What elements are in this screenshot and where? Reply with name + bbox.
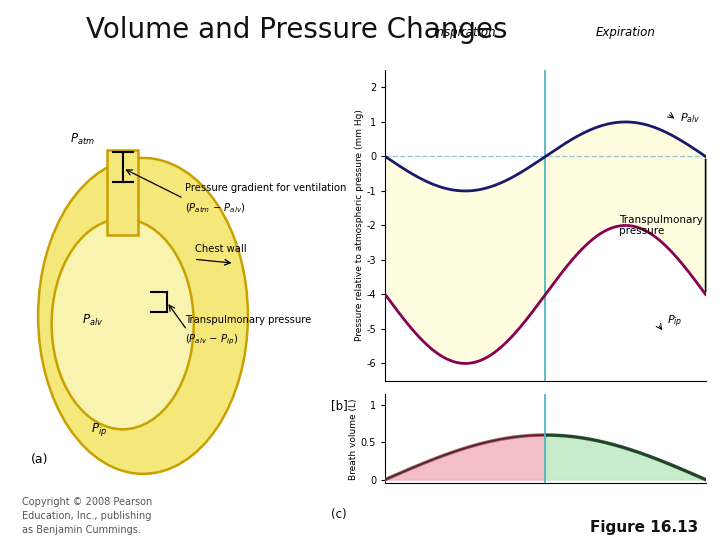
Text: Chest wall: Chest wall <box>195 244 247 254</box>
Text: $P_{atm}$: $P_{atm}$ <box>70 132 94 147</box>
Text: $P_{ip}$: $P_{ip}$ <box>91 421 107 438</box>
Ellipse shape <box>107 211 138 235</box>
Y-axis label: Pressure relative to atmospheric pressure (mm Hg): Pressure relative to atmospheric pressur… <box>355 110 364 341</box>
Y-axis label: Breath volume (L): Breath volume (L) <box>349 398 358 480</box>
Text: Inspiration: Inspiration <box>434 26 497 39</box>
Text: ($P_{alv}$ − $P_{ip}$): ($P_{alv}$ − $P_{ip}$) <box>185 333 238 347</box>
Polygon shape <box>107 150 138 235</box>
Text: Transpulmonary
pressure: Transpulmonary pressure <box>619 215 703 237</box>
Ellipse shape <box>52 219 194 429</box>
Text: Copyright © 2008 Pearson
Education, Inc., publishing
as Benjamin Cummings.: Copyright © 2008 Pearson Education, Inc.… <box>22 497 152 535</box>
Text: ($P_{atm}$ − $P_{alv}$): ($P_{atm}$ − $P_{alv}$) <box>185 202 246 215</box>
Text: Volume and Pressure Changes: Volume and Pressure Changes <box>86 16 508 44</box>
Text: $P_{alv}$: $P_{alv}$ <box>680 112 701 125</box>
Text: $P_{alv}$: $P_{alv}$ <box>81 313 103 327</box>
Text: $P_{ip}$: $P_{ip}$ <box>667 314 683 330</box>
Text: Expiration: Expiration <box>595 26 655 39</box>
Text: (c): (c) <box>330 508 346 521</box>
Text: [b]: [b] <box>330 400 348 413</box>
Ellipse shape <box>38 158 248 474</box>
Text: Transpulmonary pressure: Transpulmonary pressure <box>185 315 312 325</box>
Text: Figure 16.13: Figure 16.13 <box>590 519 698 535</box>
Text: (a): (a) <box>32 453 49 465</box>
Text: Pressure gradient for ventilation: Pressure gradient for ventilation <box>185 183 346 193</box>
